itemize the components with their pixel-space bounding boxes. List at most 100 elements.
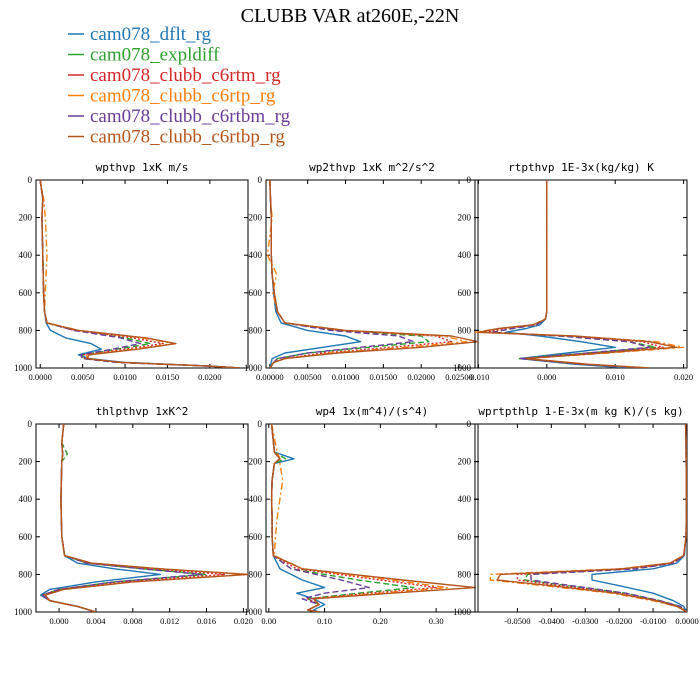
series-line bbox=[44, 424, 248, 612]
x-tick-label: 0.00000 bbox=[256, 372, 284, 382]
series-line bbox=[269, 180, 453, 368]
plot-frame bbox=[474, 179, 688, 369]
y-tick-label: 200 bbox=[249, 213, 263, 223]
y-tick-label: 1000 bbox=[244, 607, 263, 617]
plot-frame bbox=[265, 423, 479, 613]
y-tick-label: 600 bbox=[19, 532, 33, 542]
y-tick-label: 200 bbox=[458, 213, 472, 223]
x-tick-label: 0.0000 bbox=[29, 372, 52, 382]
series-line bbox=[269, 180, 430, 368]
y-tick-label: 200 bbox=[458, 457, 472, 467]
x-tick-label: 0.02000 bbox=[407, 372, 435, 382]
series-line bbox=[484, 180, 664, 368]
series-line bbox=[270, 424, 448, 612]
y-tick-label: 800 bbox=[458, 569, 472, 579]
y-tick-label: 600 bbox=[249, 288, 263, 298]
y-tick-label: 400 bbox=[249, 250, 263, 260]
y-tick-label: 600 bbox=[458, 288, 472, 298]
y-tick-label: 0 bbox=[467, 419, 472, 429]
series-line bbox=[269, 180, 362, 368]
panel-title: wpthvp 1xK m/s bbox=[96, 161, 189, 174]
chart-panel: wprtpthlp 1-E-3x(m kg K)/(s kg) 0 200 400 60… bbox=[453, 405, 699, 626]
series-line bbox=[477, 180, 678, 368]
y-tick-label: 800 bbox=[458, 325, 472, 335]
series-line bbox=[41, 424, 226, 612]
y-tick-label: 200 bbox=[19, 457, 33, 467]
x-tick-label: 0.20 bbox=[373, 616, 388, 626]
x-tick-label: -0.0100 bbox=[640, 616, 666, 626]
panel-title: rtpthvp 1E-3x(kg/kg) K bbox=[508, 161, 654, 174]
x-tick-label: 0.02500 bbox=[445, 372, 473, 382]
series-line bbox=[505, 180, 629, 368]
x-tick-label: -0.0400 bbox=[538, 616, 564, 626]
series-line bbox=[266, 180, 468, 368]
x-tick-label: 0.0100 bbox=[113, 372, 136, 382]
x-tick-label: 0.012 bbox=[160, 616, 179, 626]
chart-panel: rtpthvp 1E-3x(kg/kg) K 0 200 400 600 800 1000-… bbox=[453, 161, 693, 382]
x-tick-label: -0.010 bbox=[467, 372, 489, 382]
x-tick-label: 0.00500 bbox=[294, 372, 322, 382]
x-tick-label: 0.020 bbox=[674, 372, 693, 382]
x-tick-label: 0.0200 bbox=[198, 372, 221, 382]
x-tick-label: 0.010 bbox=[606, 372, 625, 382]
series-line bbox=[39, 180, 240, 368]
x-tick-label: 0.020 bbox=[234, 616, 253, 626]
panel-title: wp4 1x(m^4)/(s^4) bbox=[316, 405, 429, 418]
y-tick-label: 200 bbox=[249, 457, 263, 467]
x-tick-label: 0.00 bbox=[261, 616, 276, 626]
series-line bbox=[591, 424, 687, 612]
x-tick-label: 0.008 bbox=[123, 616, 142, 626]
x-tick-label: -0.0200 bbox=[606, 616, 632, 626]
y-tick-label: 0 bbox=[28, 419, 33, 429]
y-tick-label: 800 bbox=[249, 569, 263, 579]
y-tick-label: 800 bbox=[249, 325, 263, 335]
chart-panel: thlpthvp 1xK^2 0 200 400 600 800 1000 0.000 0.00… bbox=[14, 405, 253, 626]
y-tick-label: 0 bbox=[28, 175, 33, 185]
legend-label: cam078_dflt_rg bbox=[90, 24, 212, 45]
plot-frame bbox=[474, 423, 688, 613]
y-tick-label: 400 bbox=[458, 494, 472, 504]
y-tick-label: 400 bbox=[249, 494, 263, 504]
y-tick-label: 800 bbox=[19, 325, 33, 335]
series-line bbox=[41, 424, 208, 612]
y-tick-label: 1000 bbox=[453, 363, 472, 373]
series-line bbox=[270, 424, 370, 612]
legend-label: cam078_clubb_c6rtm_rg bbox=[90, 65, 281, 86]
series-line bbox=[523, 424, 687, 612]
y-tick-label: 0 bbox=[258, 175, 263, 185]
x-tick-label: 0.004 bbox=[86, 616, 106, 626]
y-tick-label: 600 bbox=[458, 532, 472, 542]
plot-frame bbox=[265, 179, 479, 369]
y-tick-label: 400 bbox=[19, 250, 33, 260]
x-tick-label: 0.000 bbox=[49, 616, 68, 626]
x-tick-label: 0.01000 bbox=[332, 372, 360, 382]
y-tick-label: 1000 bbox=[14, 607, 33, 617]
series-line bbox=[270, 424, 437, 612]
y-tick-label: 1000 bbox=[453, 607, 472, 617]
x-tick-label: -0.0300 bbox=[572, 616, 598, 626]
series-line bbox=[270, 424, 326, 612]
legend-label: cam078_clubb_c6rtbp_rg bbox=[90, 127, 285, 148]
y-tick-label: 600 bbox=[19, 288, 33, 298]
y-tick-label: 600 bbox=[249, 532, 263, 542]
chart-panel: wp2thvp 1xK m^2/s^2 0 200 400 600 800 1000 0.00… bbox=[244, 161, 479, 382]
figure-title: CLUBB VAR at260E,-22N bbox=[241, 5, 460, 27]
series-line bbox=[44, 424, 248, 612]
y-tick-label: 200 bbox=[19, 213, 33, 223]
series-line bbox=[39, 180, 240, 368]
y-tick-label: 1000 bbox=[14, 363, 33, 373]
panel-title: thlpthvp 1xK^2 bbox=[96, 405, 189, 418]
x-tick-label: 0.30 bbox=[429, 616, 444, 626]
series-line bbox=[41, 424, 203, 612]
x-tick-label: 0.0050 bbox=[71, 372, 94, 382]
panel-title: wprtpthlp 1-E-3x(m kg K)/(s kg) bbox=[478, 405, 683, 418]
panel-title: wp2thvp 1xK m^2/s^2 bbox=[309, 161, 435, 174]
series-line bbox=[270, 424, 476, 612]
x-tick-label: 0.01500 bbox=[370, 372, 398, 382]
series-line bbox=[489, 424, 687, 612]
x-tick-label: 0.0150 bbox=[156, 372, 179, 382]
y-tick-label: 0 bbox=[467, 175, 472, 185]
